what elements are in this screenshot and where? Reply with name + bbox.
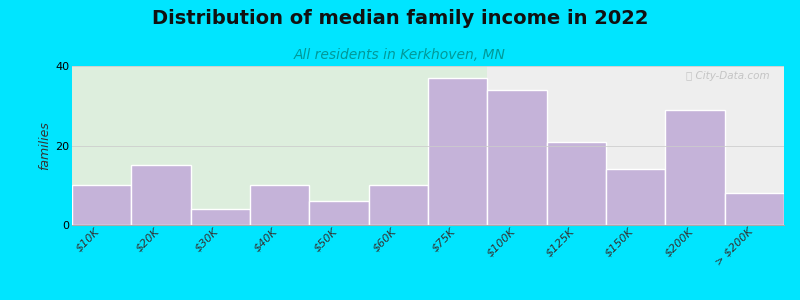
- Bar: [72, 185, 131, 225]
- Text: All residents in Kerkhoven, MN: All residents in Kerkhoven, MN: [294, 48, 506, 62]
- Bar: [606, 169, 666, 225]
- Y-axis label: families: families: [38, 121, 51, 170]
- Bar: [725, 193, 784, 225]
- Bar: [250, 185, 310, 225]
- Bar: [72, 66, 487, 225]
- Text: ⓘ City-Data.com: ⓘ City-Data.com: [686, 71, 770, 81]
- Bar: [546, 142, 606, 225]
- Bar: [369, 185, 428, 225]
- Bar: [190, 209, 250, 225]
- Bar: [428, 78, 487, 225]
- Text: Distribution of median family income in 2022: Distribution of median family income in …: [152, 9, 648, 28]
- Bar: [666, 110, 725, 225]
- Bar: [131, 165, 190, 225]
- Bar: [310, 201, 369, 225]
- Bar: [487, 90, 546, 225]
- Bar: [487, 66, 784, 225]
